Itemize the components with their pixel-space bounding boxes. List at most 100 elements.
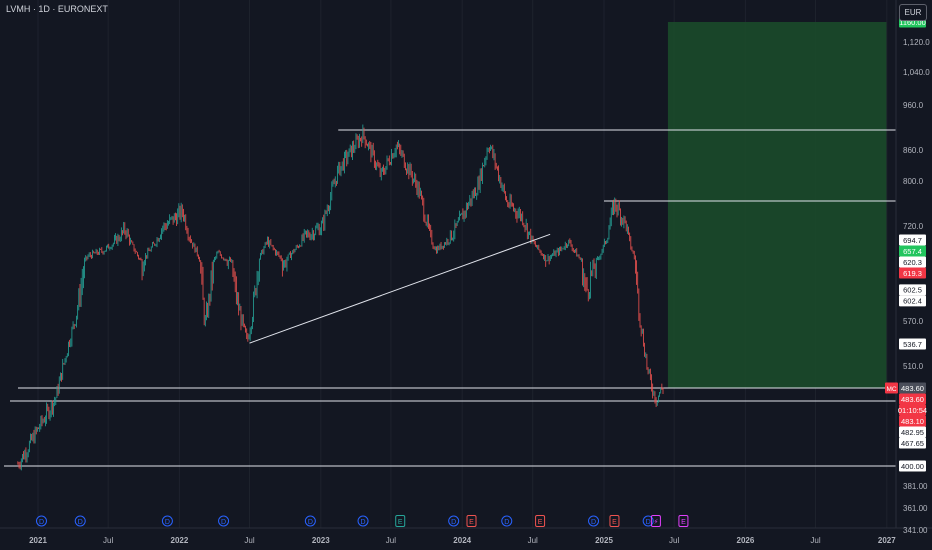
- price-label-box: [899, 284, 926, 296]
- event-marker[interactable]: E: [678, 515, 689, 527]
- event-marker[interactable]: E: [535, 515, 546, 527]
- event-marker-label: E: [681, 519, 686, 526]
- x-tick-label: 2021: [29, 536, 47, 545]
- event-marker[interactable]: ⚡: [650, 515, 661, 527]
- price-label-box: [899, 245, 926, 257]
- event-marker[interactable]: E: [466, 515, 477, 527]
- x-tick-label: 2023: [312, 536, 330, 545]
- x-tick-label: 2025: [595, 536, 613, 545]
- event-marker[interactable]: D: [161, 515, 173, 527]
- y-tick-label: 800.0: [903, 177, 924, 186]
- x-tick-label: Jul: [810, 536, 820, 545]
- y-tick-label: 570.0: [903, 317, 924, 326]
- price-label-box: [899, 426, 926, 438]
- y-tick-label: 1,120.0: [903, 38, 930, 47]
- dividend-marker-icon[interactable]: [642, 515, 654, 527]
- price-label-box: [899, 256, 926, 268]
- earnings-marker-icon[interactable]: [609, 515, 620, 527]
- event-marker-label: D: [39, 519, 44, 526]
- price-label-box: [899, 393, 926, 405]
- price-label-box: [899, 382, 926, 394]
- price-label: 602.5: [903, 286, 922, 295]
- event-marker[interactable]: E: [609, 515, 620, 527]
- dividend-marker-icon[interactable]: [218, 515, 230, 527]
- event-marker-label: D: [221, 519, 226, 526]
- price-label: 536.7: [903, 340, 922, 349]
- event-marker[interactable]: D: [642, 515, 654, 527]
- price-label: 482.95: [901, 428, 924, 437]
- price-label-box: [899, 234, 926, 246]
- y-tick-label: 341.00: [903, 526, 928, 535]
- dividend-marker-icon[interactable]: [357, 515, 369, 527]
- event-marker-label: D: [591, 519, 596, 526]
- event-marker[interactable]: E: [395, 515, 406, 527]
- time-axis[interactable]: 2021 Jul 2022 Jul 2023 Jul 2024 Jul 2025 Jul 2026 J…: [29, 536, 896, 545]
- price-label: 483.60: [901, 384, 924, 393]
- earnings-marker-icon[interactable]: [650, 515, 661, 527]
- x-tick-label: 2027: [878, 536, 896, 545]
- price-label-box: [899, 295, 926, 307]
- event-marker-label: E: [469, 519, 474, 526]
- dividend-marker-icon[interactable]: [35, 515, 47, 527]
- current-price-tag-box: [885, 382, 898, 394]
- price-label: 602.4: [903, 297, 922, 306]
- price-label: 1160.00: [899, 18, 926, 27]
- current-price-tag: MC: [886, 386, 896, 393]
- event-marker[interactable]: D: [304, 515, 316, 527]
- dividend-marker-icon[interactable]: [74, 515, 86, 527]
- earnings-marker-icon[interactable]: [535, 515, 546, 527]
- event-marker-label: ⚡: [653, 518, 658, 526]
- y-tick-label: 720.0: [903, 222, 924, 231]
- price-label: 400.00: [901, 462, 924, 471]
- dividend-marker-icon[interactable]: [588, 515, 600, 527]
- y-tick-label: 510.0: [903, 362, 924, 371]
- event-marker-label: D: [78, 519, 83, 526]
- y-tick-label: 1,040.0: [903, 68, 930, 77]
- event-marker-label: E: [538, 519, 543, 526]
- price-label: 01:10:54: [898, 406, 927, 415]
- earnings-marker-icon[interactable]: [466, 515, 477, 527]
- y-tick-label: 381.00: [903, 482, 928, 491]
- dividend-marker-icon[interactable]: [161, 515, 173, 527]
- dividend-marker-icon[interactable]: [501, 515, 513, 527]
- x-tick-label: Jul: [528, 536, 538, 545]
- event-marker-label: E: [612, 519, 617, 526]
- x-tick-label: Jul: [103, 536, 113, 545]
- event-marker[interactable]: D: [501, 515, 513, 527]
- event-marker[interactable]: D: [74, 515, 86, 527]
- event-marker[interactable]: D: [588, 515, 600, 527]
- y-tick-label: 960.0: [903, 101, 924, 110]
- symbol-title[interactable]: LVMH · 1D · EURONEXT: [6, 4, 108, 14]
- price-label-box: [899, 460, 926, 472]
- price-label: 483.60: [901, 395, 924, 404]
- event-marker[interactable]: D: [35, 515, 47, 527]
- price-label: 467.65: [901, 439, 924, 448]
- x-tick-label: Jul: [386, 536, 396, 545]
- price-label-box: [899, 267, 926, 279]
- event-marker[interactable]: D: [218, 515, 230, 527]
- dividend-marker-icon[interactable]: [304, 515, 316, 527]
- price-label-box: [899, 404, 926, 416]
- dividend-marker-icon[interactable]: [448, 515, 460, 527]
- trendline[interactable]: [249, 233, 551, 344]
- y-tick-label: 860.0: [903, 146, 924, 155]
- event-marker[interactable]: D: [357, 515, 369, 527]
- x-tick-label: 2022: [171, 536, 189, 545]
- x-tick-label: Jul: [669, 536, 679, 545]
- price-label: 483.10: [901, 417, 924, 426]
- earnings-marker-icon[interactable]: [395, 515, 406, 527]
- event-marker-label: E: [398, 519, 403, 526]
- earnings-marker-icon[interactable]: [678, 515, 689, 527]
- x-tick-label: Jul: [244, 536, 254, 545]
- currency-button[interactable]: EUR: [899, 4, 927, 21]
- event-marker-label: D: [165, 519, 170, 526]
- target-zone[interactable]: [667, 22, 887, 388]
- price-label: 657.4: [903, 247, 922, 256]
- price-label: 619.3: [903, 269, 922, 278]
- x-tick-label: 2026: [737, 536, 755, 545]
- y-tick-label: 361.00: [903, 504, 928, 513]
- event-marker[interactable]: D: [448, 515, 460, 527]
- price-label-box: [899, 415, 926, 427]
- price-label-box: [899, 437, 926, 449]
